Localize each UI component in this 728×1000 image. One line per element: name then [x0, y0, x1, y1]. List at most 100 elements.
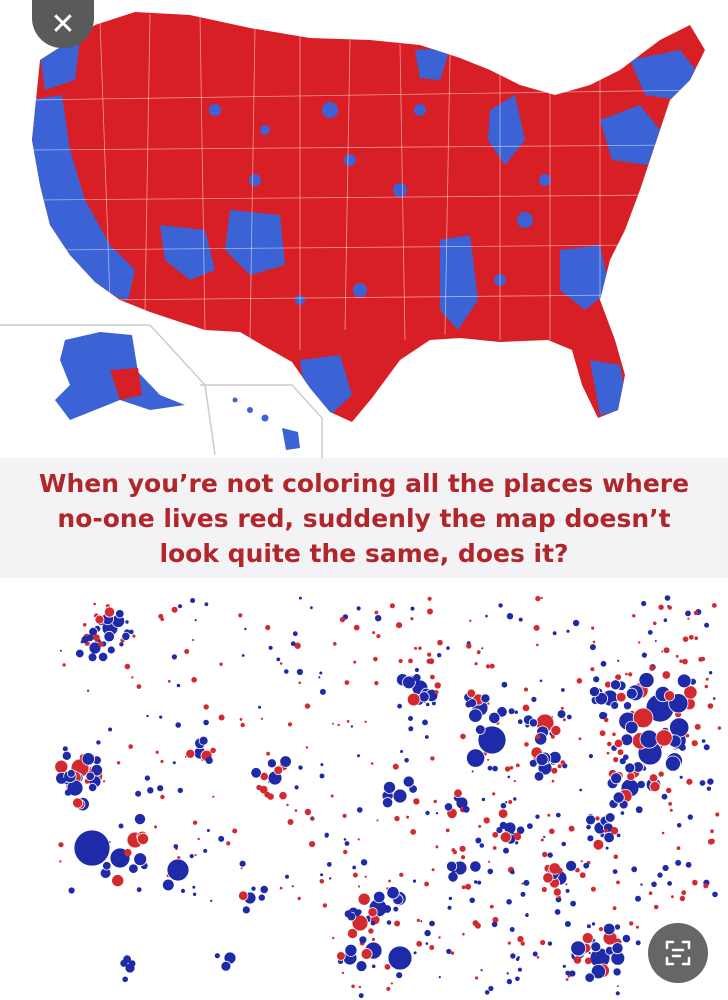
county-bubble: [564, 921, 571, 927]
county-bubble: [520, 941, 525, 946]
county-bubble: [637, 780, 645, 789]
county-bubble: [132, 634, 136, 638]
county-bubble: [296, 668, 303, 676]
county-bubble: [343, 838, 347, 841]
county-bubble: [128, 960, 136, 967]
county-bubble: [694, 723, 701, 730]
close-button[interactable]: ✕: [32, 0, 94, 48]
county-bubble: [93, 634, 100, 641]
county-bubble: [708, 671, 713, 675]
county-bubble: [88, 641, 102, 655]
county-bubble: [446, 646, 450, 650]
county-bubble: [479, 843, 485, 848]
county-bubble: [570, 900, 576, 907]
county-bubble: [629, 921, 634, 926]
county-bubble: [622, 934, 631, 943]
county-bubble: [603, 717, 609, 723]
county-bubble: [496, 706, 508, 718]
county-bubble: [617, 659, 620, 662]
caption-band: When you’re not coloring all the places …: [0, 458, 728, 578]
county-bubble: [136, 684, 142, 689]
county-bubble: [194, 619, 197, 622]
county-bubble: [679, 895, 686, 902]
county-bubble: [565, 970, 571, 976]
county-bubble: [496, 827, 503, 834]
county-bubble: [517, 967, 523, 972]
county-bubble: [478, 824, 482, 828]
county-bubble: [649, 781, 661, 793]
county-bubble: [159, 715, 163, 719]
county-bubble: [657, 872, 663, 878]
county-bubble: [189, 854, 194, 859]
county-bubble: [62, 746, 68, 752]
county-bubble: [176, 683, 181, 688]
county-bubble: [662, 671, 671, 679]
county-bubble: [598, 927, 604, 932]
county-bubble: [527, 823, 533, 829]
county-bubble: [427, 652, 432, 657]
county-bubble: [154, 825, 158, 829]
county-bubble: [492, 916, 499, 923]
county-bubble: [279, 886, 283, 890]
county-bubble: [177, 856, 181, 860]
county-bubble: [625, 672, 628, 676]
county-bubble: [572, 619, 580, 627]
county-bubble: [393, 906, 399, 912]
county-bubble: [424, 881, 429, 887]
county-bubble: [88, 653, 97, 662]
county-bubble: [386, 986, 391, 991]
county-bubble: [605, 846, 609, 850]
county-bubble: [610, 827, 619, 835]
county-bubble: [506, 978, 513, 985]
county-bubble: [604, 828, 609, 834]
county-bubble: [506, 972, 509, 975]
county-bubble: [509, 927, 515, 932]
county-bubble: [586, 824, 591, 830]
state-borders: [32, 13, 701, 350]
county-bubble: [304, 703, 311, 709]
county-bubble: [492, 831, 499, 838]
county-bubble: [474, 662, 478, 666]
county-bubble: [386, 920, 392, 925]
county-bubble: [552, 631, 557, 636]
lens-button[interactable]: [648, 923, 708, 983]
county-bubble: [58, 842, 64, 848]
county-bubble: [565, 888, 570, 893]
county-bubble: [635, 895, 641, 902]
county-bubble: [392, 763, 399, 770]
hawaii-inset: [200, 384, 323, 460]
county-bubble: [297, 896, 301, 901]
county-bubble: [413, 798, 420, 805]
county-bubble: [474, 724, 486, 735]
county-bubble: [586, 924, 591, 929]
county-bubble: [431, 868, 435, 872]
county-bubble: [133, 813, 146, 826]
county-bubble: [82, 623, 87, 627]
county-bubble: [658, 604, 664, 610]
county-bubble: [370, 762, 374, 765]
county-bubble: [359, 936, 367, 944]
county-bubble: [357, 807, 363, 813]
county-bubble: [116, 761, 121, 765]
county-bubble: [523, 879, 530, 886]
lens-icon: [665, 940, 691, 966]
county-bubble: [414, 646, 418, 650]
county-bubble: [279, 662, 283, 665]
county-bubble: [88, 626, 98, 637]
county-bubble: [517, 935, 524, 943]
county-bubble: [623, 702, 632, 710]
county-bubble: [635, 806, 643, 814]
county-bubble: [294, 809, 298, 812]
county-bubble: [239, 860, 246, 867]
county-bubble: [418, 646, 422, 650]
county-bubble: [445, 828, 450, 833]
county-bubble: [364, 720, 367, 723]
county-bubble: [626, 771, 636, 781]
county-bubble: [561, 841, 566, 847]
county-bubble: [450, 951, 455, 955]
county-bubble: [481, 797, 486, 802]
county-bubble: [287, 819, 294, 825]
county-bubble: [250, 767, 262, 779]
county-bubble: [125, 620, 129, 624]
county-bubble: [402, 775, 415, 788]
